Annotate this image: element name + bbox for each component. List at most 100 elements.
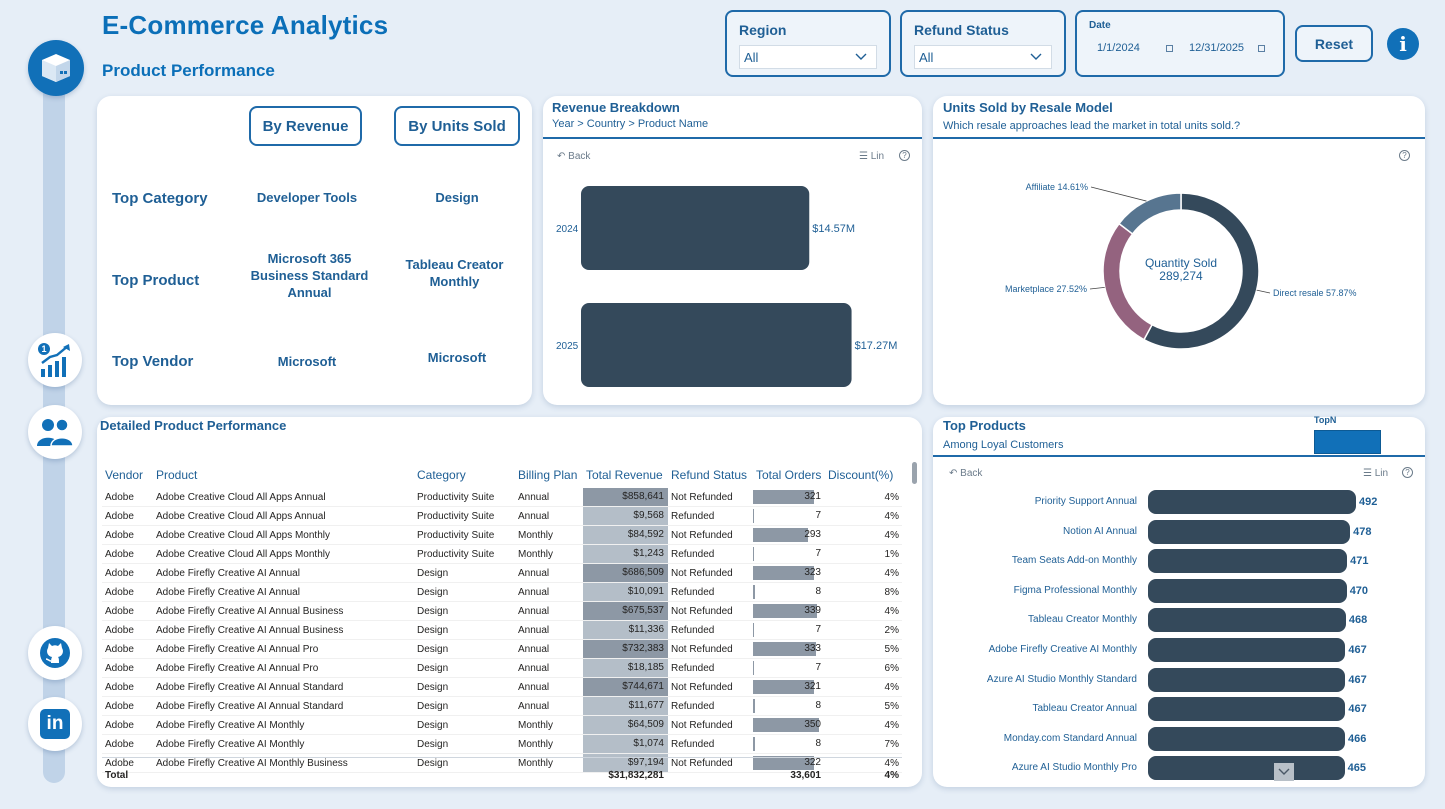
refund-status-cell: Refunded (668, 696, 753, 716)
end-date-input[interactable]: 12/31/2025 (1189, 42, 1266, 62)
top-product-bar-row[interactable]: Tableau Creator Monthly 468 (933, 608, 1413, 633)
home-nav-button[interactable] (28, 40, 84, 96)
column-header[interactable]: Billing Plan (518, 468, 578, 482)
product-value-label: 468 (1348, 614, 1368, 627)
help-icon[interactable]: ? (1402, 467, 1413, 478)
billing-plan-cell: Annual (515, 639, 583, 659)
table-row[interactable]: Adobe Adobe Firefly Creative AI Annual Bu… (102, 601, 902, 621)
column-header[interactable]: Category (417, 468, 466, 482)
reset-button[interactable]: Reset (1295, 25, 1373, 62)
revenue-databar (583, 697, 668, 715)
region-slicer[interactable]: Region All (725, 10, 891, 77)
detail-table: Vendor Product Category Billing Plan Total R… (102, 462, 902, 773)
table-row[interactable]: Adobe Adobe Firefly Creative AI Annual Pr… (102, 658, 902, 678)
refund-status-cell: Not Refunded (668, 488, 753, 507)
back-button[interactable]: ↶ Back (557, 151, 590, 162)
region-dropdown[interactable]: All (739, 45, 877, 69)
orders-cell: 321 (753, 488, 825, 507)
table-row[interactable]: Adobe Adobe Firefly Creative AI Annual Des… (102, 563, 902, 583)
top-product-bar-row[interactable]: Azure AI Studio Monthly Standard 467 (933, 667, 1413, 692)
linkedin-nav-button[interactable]: in (28, 697, 82, 751)
help-icon[interactable]: ? (899, 150, 910, 161)
refund-status-slicer[interactable]: Refund Status All (900, 10, 1066, 77)
table-row[interactable]: Adobe Adobe Creative Cloud All Apps Annua… (102, 506, 902, 526)
category-cell: Design (414, 620, 515, 640)
product-value-label: 465 (1347, 762, 1366, 775)
revenue-bar[interactable] (581, 303, 852, 387)
revenue-databar (583, 526, 668, 544)
column-header[interactable]: Refund Status (671, 468, 748, 482)
top-product-bar-row[interactable]: Figma Professional Monthly 470 (933, 578, 1413, 603)
table-row[interactable]: Adobe Adobe Firefly Creative AI Annual Bu… (102, 620, 902, 640)
by-units-sold-button[interactable]: By Units Sold (394, 106, 520, 146)
revenue-cell: $732,383 (583, 639, 668, 659)
top-product-bar-row[interactable]: Notion AI Annual 478 (933, 519, 1413, 544)
billing-plan-cell: Monthly (515, 753, 583, 773)
vendor-cell: Adobe (102, 488, 153, 507)
drill-mode-button[interactable]: ☰ Lin (1363, 468, 1388, 479)
github-nav-button[interactable] (28, 626, 82, 680)
drill-mode-button[interactable]: ☰ Lin (859, 151, 884, 162)
kpi-label-top-product: Top Product (112, 272, 200, 289)
slice-data-label: Direct resale 57.87% (1273, 288, 1357, 298)
product-bar (1148, 756, 1345, 781)
start-date-input[interactable]: 1/1/2024 (1097, 42, 1173, 62)
table-row[interactable]: Adobe Adobe Creative Cloud All Apps Month… (102, 525, 902, 545)
revenue-cell: $1,074 (583, 734, 668, 754)
product-cell: Adobe Creative Cloud All Apps Annual (153, 488, 414, 507)
column-header[interactable]: Vendor (105, 468, 144, 482)
table-row[interactable]: Adobe Adobe Firefly Creative AI Annual Pr… (102, 639, 902, 659)
donut-slice[interactable] (1117, 192, 1182, 235)
discount-cell: 4% (825, 525, 902, 545)
table-row[interactable]: Adobe Adobe Firefly Creative AI Annual St… (102, 677, 902, 697)
by-revenue-button[interactable]: By Revenue (249, 106, 362, 146)
scroll-down-button[interactable] (1274, 763, 1294, 781)
product-cell: Adobe Firefly Creative AI Annual Standar… (153, 696, 414, 716)
topn-input[interactable] (1314, 430, 1381, 454)
top-product-bar-row[interactable]: Azure AI Studio Monthly Pro 465 (933, 756, 1413, 781)
table-scrollbar[interactable] (912, 462, 917, 484)
date-slicer[interactable]: Date 1/1/2024 12/31/2025 (1075, 10, 1285, 77)
table-row[interactable]: Adobe Adobe Creative Cloud All Apps Month… (102, 544, 902, 564)
column-header[interactable]: Total Revenue (586, 468, 663, 482)
help-icon[interactable]: ? (1399, 150, 1410, 161)
table-row[interactable]: Adobe Adobe Creative Cloud All Apps Annua… (102, 488, 902, 507)
top-product-bar-row[interactable]: Priority Support Annual 492 (933, 490, 1413, 514)
column-header[interactable]: Discount(%) (828, 468, 894, 482)
revenue-bar[interactable] (581, 186, 810, 270)
top-product-bar-row[interactable]: Team Seats Add-on Monthly 471 (933, 549, 1413, 574)
orders-databar (753, 547, 755, 561)
table-row[interactable]: Adobe Adobe Firefly Creative AI Monthly De… (102, 734, 902, 754)
product-cell: Adobe Firefly Creative AI Monthly Busine… (153, 753, 414, 773)
sales-nav-button[interactable]: 1 (28, 333, 82, 387)
category-cell: Design (414, 734, 515, 754)
vendor-cell: Adobe (102, 658, 153, 678)
table-row[interactable]: Adobe Adobe Firefly Creative AI Annual St… (102, 696, 902, 716)
detailed-product-table-card: Detailed Product Performance Vendor Produ… (97, 417, 922, 787)
table-row[interactable]: Adobe Adobe Firefly Creative AI Monthly De… (102, 715, 902, 735)
info-icon[interactable]: i (1387, 28, 1419, 60)
category-cell: Productivity Suite (414, 525, 515, 545)
refund-status-cell: Refunded (668, 620, 753, 640)
donut-center-label: Quantity Sold (1145, 256, 1217, 270)
table-row[interactable]: Adobe Adobe Firefly Creative AI Annual Des… (102, 582, 902, 602)
revenue-cell: $9,568 (583, 506, 668, 526)
product-name-label: Tableau Creator Annual (1032, 703, 1137, 715)
top-performers-card: By Revenue By Units Sold Top Category De… (97, 96, 532, 405)
table-row[interactable]: Adobe Adobe Firefly Creative AI Monthly B… (102, 753, 902, 773)
customers-nav-button[interactable] (28, 405, 82, 459)
product-bar (1148, 549, 1348, 574)
column-header[interactable]: Product (156, 468, 198, 482)
column-header[interactable]: Total Orders (756, 468, 822, 482)
top-product-bar-row[interactable]: Tableau Creator Annual 467 (933, 697, 1413, 722)
top-product-bar-row[interactable]: Adobe Firefly Creative AI Monthly 467 (933, 638, 1413, 662)
revenue-value: $1,074 (633, 738, 664, 749)
top-product-bar-row[interactable]: Monday.com Standard Annual 466 (933, 726, 1413, 751)
product-bar (1148, 578, 1347, 603)
back-button[interactable]: ↶ Back (949, 468, 982, 479)
refund-status-dropdown[interactable]: All (914, 45, 1052, 69)
total-label: Total (105, 770, 129, 781)
kpi-label-top-category: Top Category (112, 190, 208, 207)
donut-slice[interactable] (1102, 222, 1154, 341)
orders-cell: 8 (753, 696, 825, 716)
